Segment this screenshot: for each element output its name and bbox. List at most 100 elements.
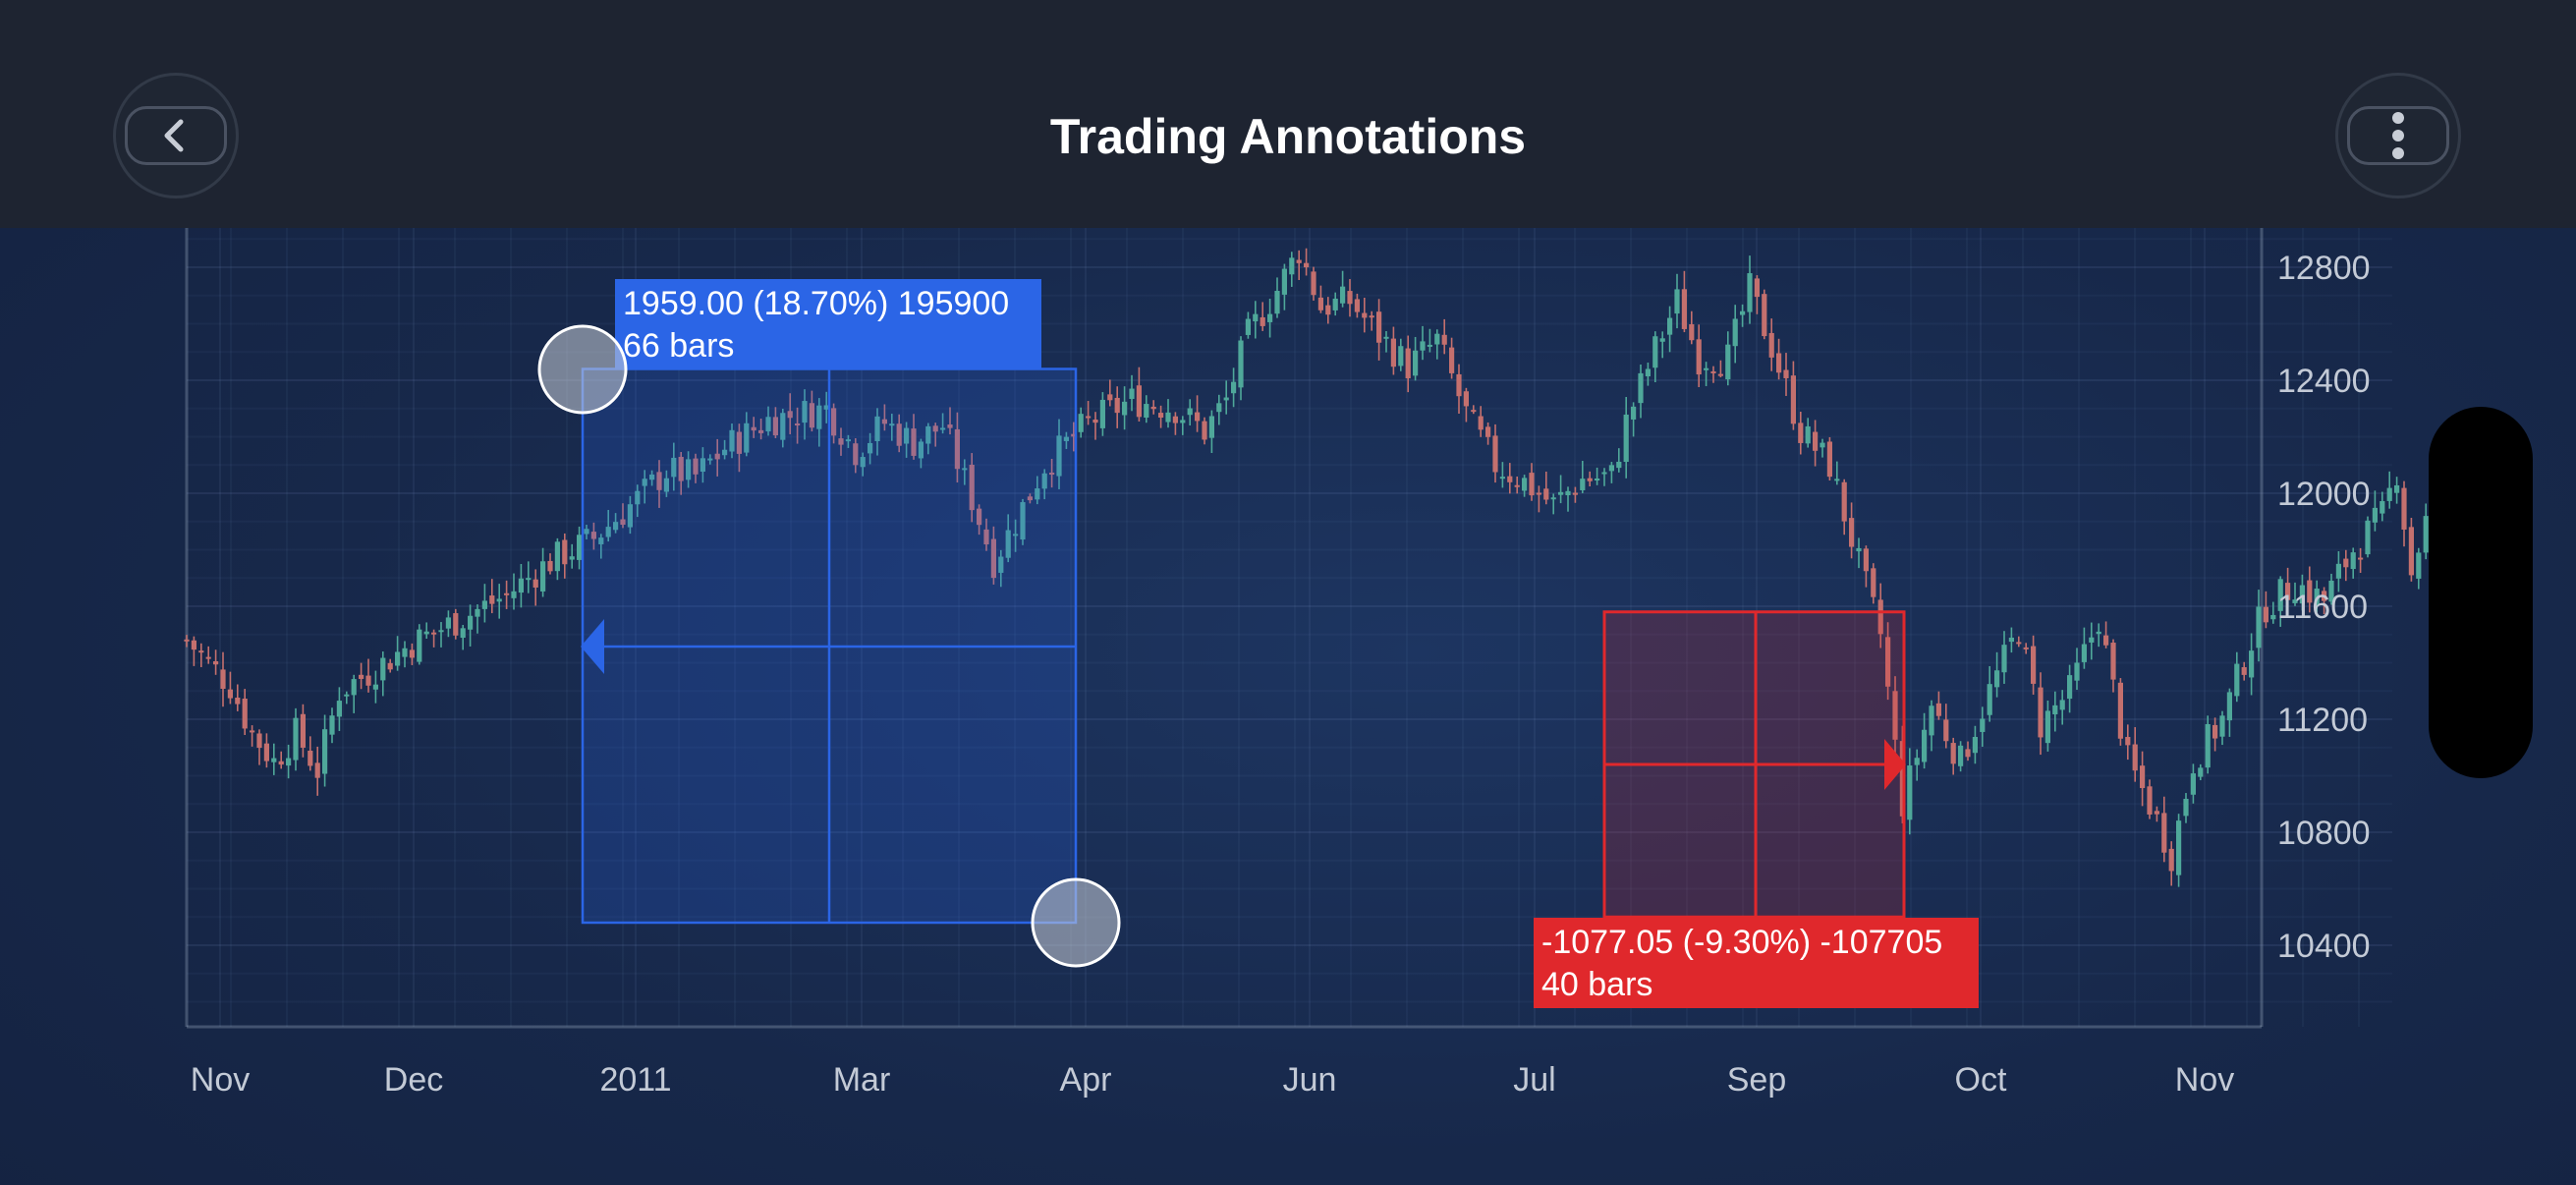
candle [1187,399,1193,426]
side-scroll-handle[interactable] [2429,407,2533,778]
chevron-left-icon [164,119,184,152]
candle [1478,406,1484,437]
candle [1231,367,1237,408]
candle [409,643,415,665]
candle [1943,704,1949,749]
candle [1195,395,1201,432]
candle [1354,293,1360,318]
candle [2263,591,2268,629]
candle [468,604,474,647]
candle [1877,583,1883,649]
candle [1376,299,1382,361]
candle [1638,364,1644,419]
candle [714,438,720,477]
candle [2008,627,2014,653]
candle [2110,639,2116,693]
candle [1522,475,1528,497]
candles-group [184,248,2443,887]
candle [1652,331,1658,383]
candle [569,543,575,569]
candle [1041,469,1047,500]
candle [227,671,233,705]
candle [1871,563,1876,604]
measure-label-line2: 40 bars [1541,966,1652,1003]
candle [2044,700,2050,752]
candle [729,423,735,459]
candle [722,439,728,460]
candle [2081,627,2087,669]
candle [1202,417,1207,445]
candle [1659,331,1665,359]
drag-handle-top[interactable] [537,324,628,415]
candle [868,432,873,465]
candle [1369,310,1374,331]
candle [1790,361,1796,430]
candle [2212,717,2218,752]
candle [329,707,335,744]
candle [1150,400,1156,415]
candle [489,579,495,614]
candle [2401,480,2407,547]
candle [577,526,583,570]
candle [911,414,917,460]
candle [2023,643,2029,654]
long-position-measure[interactable]: 1959.00 (18.70%) 195900 66 bars [537,279,1121,968]
drag-handle-bottom[interactable] [1031,877,1121,968]
candle [481,584,487,623]
measure-label-box [1534,918,1979,1008]
candle [1849,502,1855,559]
candle [663,470,669,497]
candle [627,495,633,535]
candle [1820,438,1825,458]
candle [744,412,750,457]
candle [925,423,931,455]
candle [1768,318,1774,371]
candle [1834,461,1840,485]
candle [1980,706,1986,747]
candle [2183,793,2189,823]
candle [1776,338,1782,380]
candle [2161,796,2167,863]
candle [2328,573,2334,605]
candle [1601,468,1607,486]
candle [881,404,887,431]
candle [2117,678,2123,746]
more-options-button[interactable] [2335,73,2461,198]
candle [438,622,444,648]
candle [693,453,699,483]
candle [2358,547,2364,573]
candle [336,687,342,731]
candle [2168,841,2174,886]
candle [213,649,219,675]
candle [642,470,647,504]
candle [402,641,408,668]
candle [322,714,328,787]
price-axis: 10400 10800 11200 11600 12000 12400 12800 [2277,250,2371,965]
short-position-measure[interactable]: -1077.05 (-9.30%) -107705 40 bars [1534,610,1979,1008]
candle [1463,387,1469,423]
candle [947,407,953,435]
candle [1499,462,1505,488]
candle [845,434,851,448]
candle [1267,298,1273,338]
back-button[interactable] [113,73,239,198]
candle [453,608,459,640]
candle [896,414,902,453]
candle [547,553,553,575]
candle [496,584,502,619]
candle [1136,367,1142,423]
candle [678,451,684,495]
candle [686,451,692,488]
candle [445,610,451,638]
candle [700,447,705,483]
candle [1863,545,1869,588]
y-tick-label: 10400 [2277,928,2371,965]
candle [2176,814,2182,887]
candle [1013,519,1019,552]
candle [2380,491,2385,522]
candle [1696,324,1702,387]
candle [1281,263,1287,310]
candle [2416,547,2422,590]
candle [314,746,320,796]
